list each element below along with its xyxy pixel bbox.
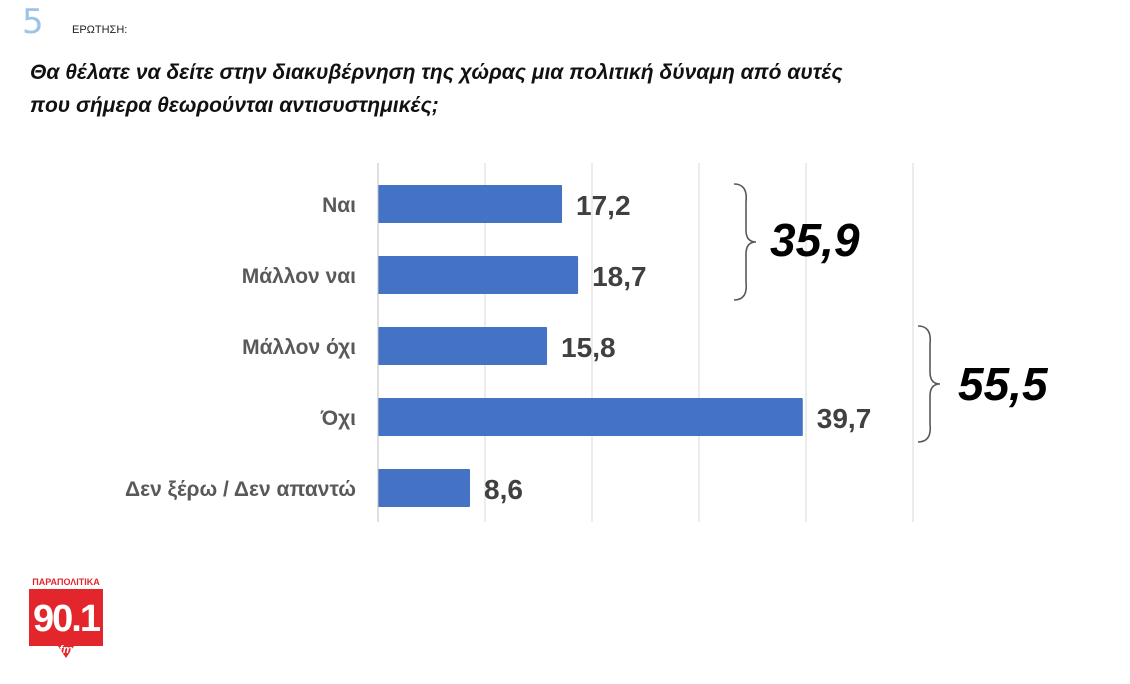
value-label: 18,7 (592, 261, 647, 292)
bar (378, 256, 579, 294)
group-brace (917, 325, 941, 443)
question-line-2: που σήμερα θεωρούνται αντισυστημικές; (30, 94, 439, 117)
group-total-label: 55,5 (958, 358, 1049, 410)
bar (378, 327, 548, 365)
logo-badge (29, 589, 103, 658)
category-label: Όχι (320, 407, 356, 430)
value-label: 17,2 (576, 190, 631, 221)
logo-frequency-text: 90.1 (33, 598, 101, 640)
logo-brand-text: ΠΑΡΑΠΟΛΙΤΙΚΑ (32, 577, 100, 587)
category-label: Μάλλον όχι (242, 336, 356, 359)
value-label: 15,8 (561, 332, 616, 363)
bar (378, 398, 803, 436)
category-label: Δεν ξέρω / Δεν απαντώ (125, 478, 356, 501)
group-brace (733, 183, 757, 301)
radio-logo: ΠΑΡΑΠΟΛΙΤΙΚΑ 90.1 fm (26, 576, 106, 658)
value-label: 39,7 (817, 403, 872, 434)
bar (378, 469, 471, 507)
question-number: 5 (22, 2, 44, 42)
question-label: ΕΡΩΤΗΣΗ: (72, 24, 128, 36)
category-label: Μάλλον ναι (242, 265, 356, 288)
question-text: Θα θέλατε να δείτε στην διακυβέρνηση της… (30, 56, 1090, 122)
value-label: 8,6 (484, 474, 523, 505)
question-line-1: Θα θέλατε να δείτε στην διακυβέρνηση της… (30, 61, 843, 84)
group-total-label: 35,9 (770, 214, 860, 266)
logo-band-text: fm (59, 644, 73, 656)
category-label: Ναι (322, 194, 356, 217)
bar (378, 185, 563, 223)
